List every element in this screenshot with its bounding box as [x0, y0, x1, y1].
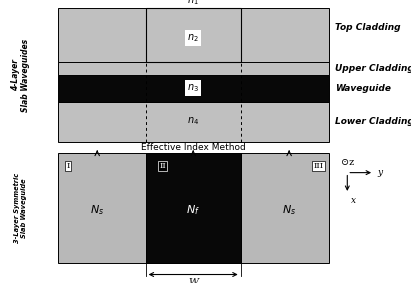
Bar — [58, 102, 329, 142]
Text: III: III — [313, 162, 323, 170]
Text: W: W — [188, 278, 198, 283]
Bar — [58, 8, 329, 62]
Text: $n_4$: $n_4$ — [187, 116, 199, 127]
Text: Top Cladding: Top Cladding — [335, 23, 401, 32]
Bar — [58, 75, 329, 102]
Bar — [58, 62, 329, 75]
Text: II: II — [159, 162, 166, 170]
Bar — [146, 8, 241, 62]
Text: x: x — [351, 196, 356, 205]
Text: $n_2$: $n_2$ — [187, 32, 199, 44]
Text: ⊙z: ⊙z — [341, 158, 354, 167]
Bar — [146, 153, 241, 263]
Text: $N_s$: $N_s$ — [282, 203, 296, 217]
Bar — [58, 153, 329, 263]
Text: y: y — [377, 168, 382, 177]
Text: I: I — [67, 162, 70, 170]
Text: $N_f$: $N_f$ — [186, 203, 200, 217]
Text: Upper Cladding: Upper Cladding — [335, 64, 411, 73]
Text: $N_s$: $N_s$ — [90, 203, 104, 217]
Text: 3-Layer Symmetric
Slab Waveguide: 3-Layer Symmetric Slab Waveguide — [14, 173, 27, 243]
Text: Effective Index Method: Effective Index Method — [141, 143, 245, 152]
Text: $n_3$: $n_3$ — [187, 82, 199, 94]
Text: 4-Layer
Slab Waveguides: 4-Layer Slab Waveguides — [11, 38, 30, 112]
Text: $n_1$: $n_1$ — [187, 0, 199, 7]
Text: Lower Cladding: Lower Cladding — [335, 117, 411, 126]
Text: Waveguide: Waveguide — [335, 84, 391, 93]
